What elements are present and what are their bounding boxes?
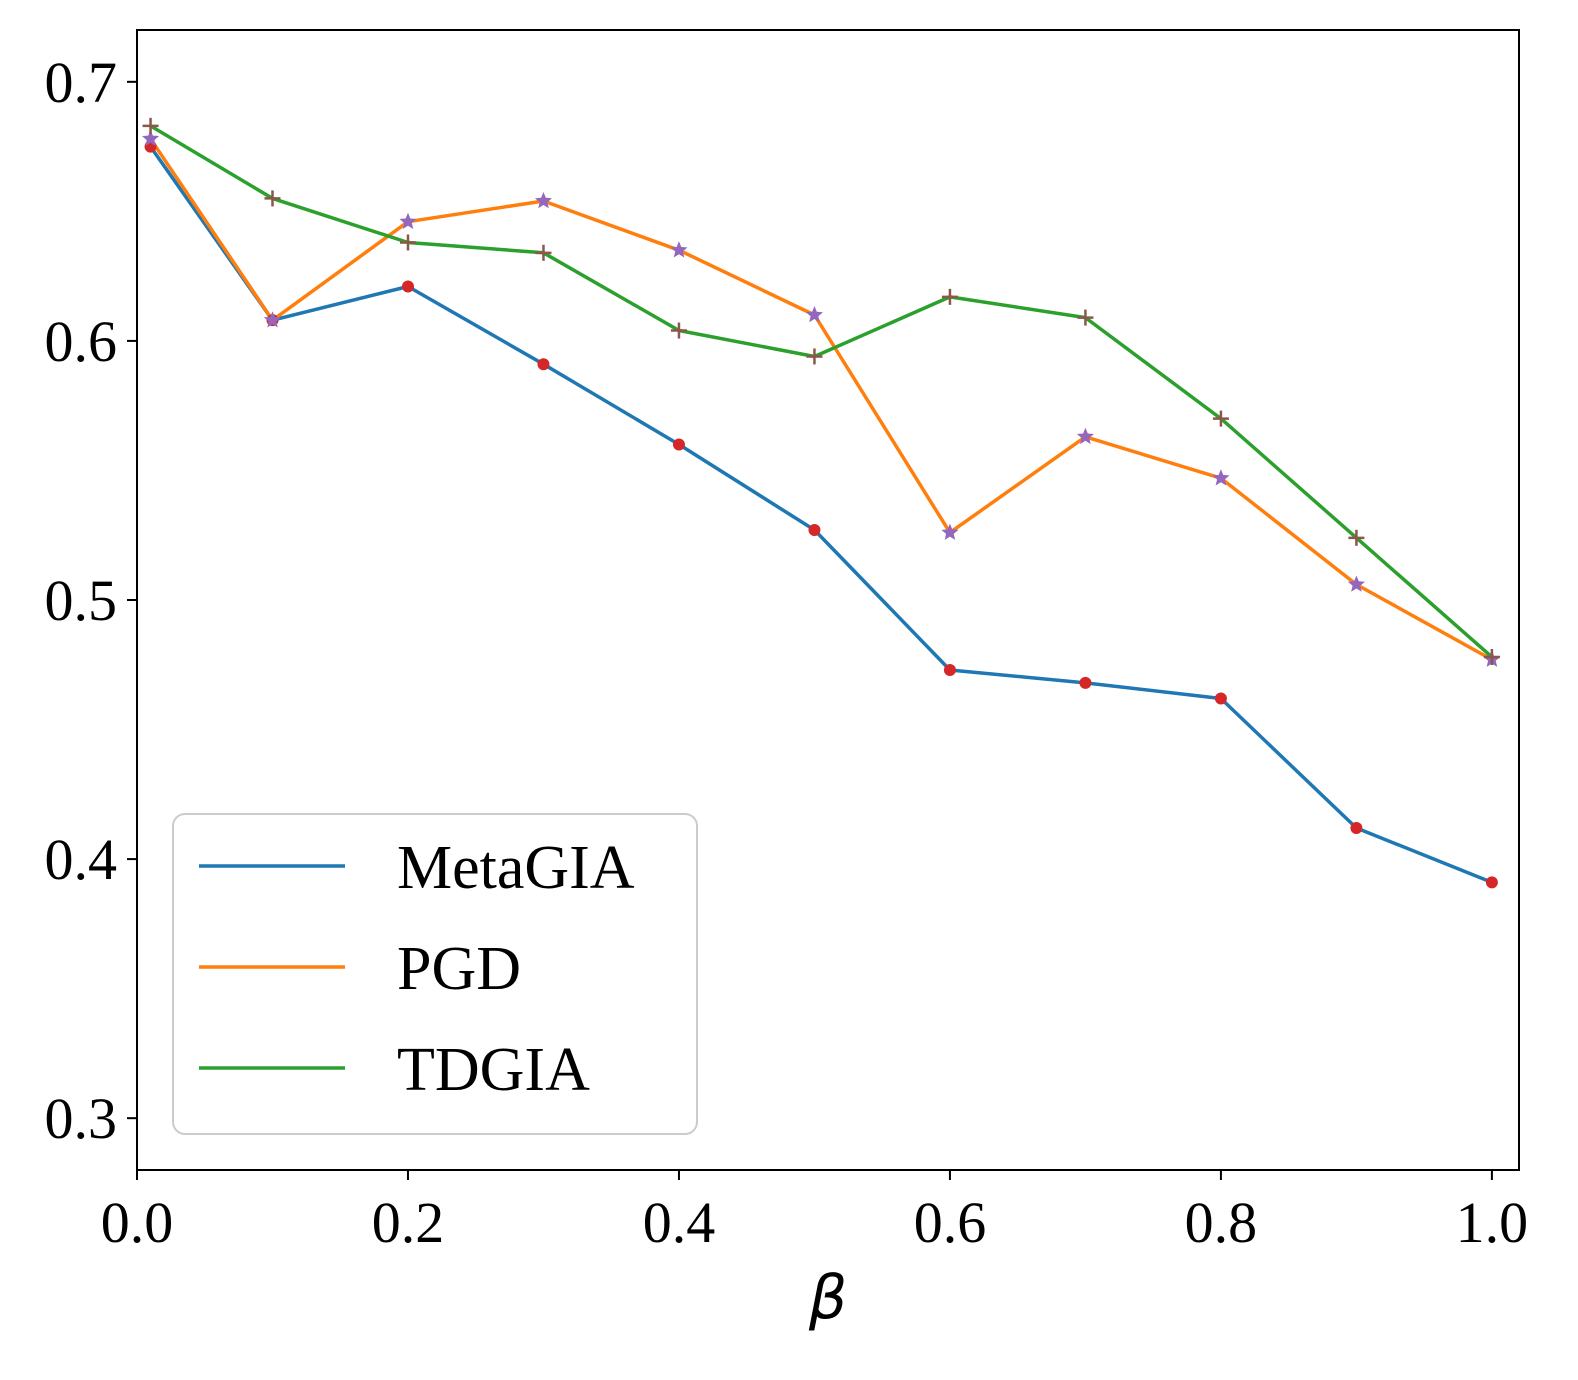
metagia-point (1214, 692, 1227, 705)
x-tick-label: 0.2 (372, 1190, 445, 1255)
x-tick-label: 0.4 (643, 1190, 716, 1255)
metagia-point (1079, 676, 1092, 689)
tdgia-point (142, 117, 159, 134)
metagia-point (672, 438, 685, 451)
pgd-point (142, 129, 160, 147)
tdgia-point (806, 348, 823, 365)
tdgia-point (264, 190, 281, 207)
legend-label-pgd: PGD (397, 935, 521, 1003)
pgd-point (670, 241, 688, 258)
x-tick-label: 0.6 (914, 1190, 987, 1255)
legend: MetaGIA PGD TDGIA (172, 813, 698, 1135)
tdgia-point (535, 244, 552, 261)
legend-label-tdgia: TDGIA (397, 1036, 590, 1104)
y-tick-label: 0.5 (45, 568, 118, 633)
metagia-point (537, 358, 550, 371)
metagia-point (808, 524, 821, 537)
tdgia-point (1212, 410, 1229, 427)
tdgia-point (1483, 649, 1500, 665)
pgd-point (534, 192, 552, 209)
y-tick-label: 0.6 (45, 309, 118, 374)
pgd-point (1076, 427, 1094, 445)
tdgia-point (399, 234, 416, 251)
y-tick-label: 0.4 (45, 827, 118, 892)
metagia-point (401, 280, 414, 293)
tdgia-point (670, 322, 687, 339)
x-axis-label: β (808, 1263, 847, 1333)
tdgia-point (1348, 529, 1365, 546)
metagia-point (1485, 876, 1498, 889)
x-tick-label: 1.0 (1456, 1190, 1529, 1255)
series-markers (142, 117, 1501, 889)
x-tick-label: 0.8 (1185, 1190, 1258, 1255)
y-tick-label: 0.7 (45, 50, 118, 115)
pgd-point (263, 311, 281, 328)
y-tick-label: 0.3 (45, 1086, 118, 1151)
pgd-point (805, 306, 823, 323)
legend-label-metagia: MetaGIA (397, 834, 635, 902)
legend-frame (172, 813, 698, 1135)
pgd-point (399, 212, 417, 229)
tdgia-point (1077, 309, 1094, 326)
metagia-point (1350, 822, 1363, 834)
ticks-layer: 0.0 0.2 0.4 0.6 0.8 1.0 0.3 0.4 0.5 0.6 0.7 (45, 50, 1529, 1255)
metagia-point (943, 663, 956, 676)
pgd-point (1212, 469, 1230, 486)
plot-frame (136, 29, 1520, 1171)
x-tick-label: 0.0 (101, 1190, 174, 1255)
pgd-point (941, 523, 959, 540)
tdgia-point (941, 288, 958, 305)
pgd-point (1347, 575, 1365, 592)
